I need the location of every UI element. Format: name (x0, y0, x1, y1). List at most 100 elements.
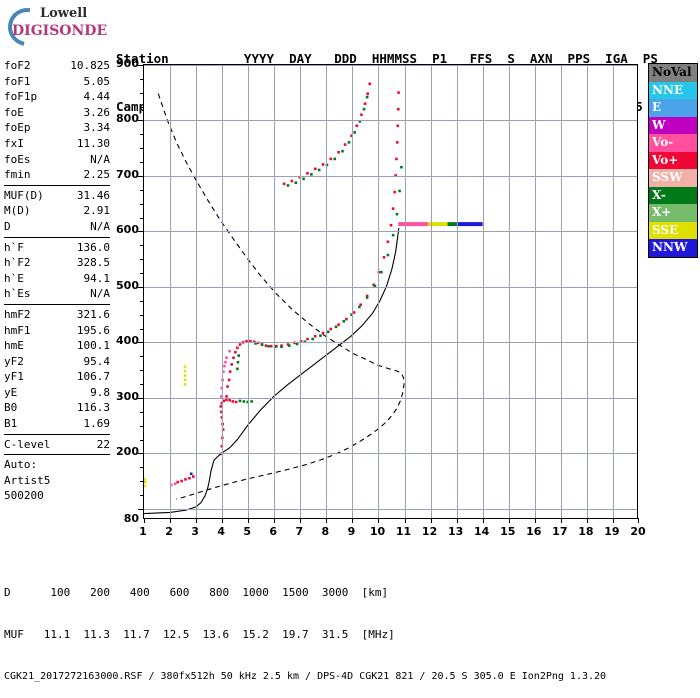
x-axis-tick (352, 518, 354, 523)
param-key: hmE (4, 339, 24, 353)
legend-item-vo-[interactable]: Vo- (649, 134, 697, 152)
param-value: 136.0 (76, 240, 110, 254)
legend-item-w[interactable]: W (649, 116, 697, 134)
legend-item-x-[interactable]: X- (649, 186, 697, 204)
y-axis-label: 500 (116, 278, 139, 292)
y-axis-tick (138, 397, 144, 399)
x-axis-label: 11 (395, 525, 412, 538)
legend-item-noval[interactable]: NoVal (649, 64, 697, 82)
param-row: h`F 136.0 (4, 240, 110, 256)
param-value: 11.30 (76, 136, 110, 150)
params-group-clevel: C-level 22 (4, 437, 110, 453)
param-value: 1.69 (83, 417, 111, 431)
params-group-frequencies: foF2 10.825 foF1 5.05 foF1p 4.44 foE 3.26 fo… (4, 58, 110, 183)
x-axis-label: 15 (500, 525, 516, 538)
param-row: yF2 95.4 (4, 354, 110, 370)
y-axis-tick (140, 217, 144, 219)
footer-file-row: CGK21_2017272163000.RSF / 380fx512h 50 k… (4, 671, 607, 682)
gridline-horizontal (144, 342, 637, 344)
y-axis-tick (138, 175, 144, 177)
y-axis-tick (140, 259, 144, 261)
param-value: N/A (90, 287, 110, 301)
param-key: B0 (4, 401, 18, 415)
x-axis-label: 17 (552, 525, 568, 538)
param-value: 2.25 (83, 168, 111, 182)
y-axis-tick (138, 231, 144, 233)
param-value: 31.46 (76, 188, 110, 202)
param-value: 3.34 (83, 121, 111, 135)
param-row: MUF(D) 31.46 (4, 188, 110, 204)
auto-label: Auto: (4, 458, 38, 472)
x-axis-tick (378, 518, 380, 523)
legend-item-x-[interactable]: X+ (649, 204, 697, 222)
y-axis-tick (140, 78, 144, 80)
param-value: 116.3 (76, 401, 110, 415)
gridline-vertical (326, 65, 328, 518)
params-auto-block: Auto: Artist5 500200 (4, 457, 110, 504)
gridline-horizontal (144, 453, 637, 455)
param-key: yE (4, 385, 18, 399)
gridline-vertical (170, 65, 172, 518)
y-axis-labels: 80 200 300 400 500 600 700 800 900 (104, 58, 139, 524)
gridline-vertical (378, 65, 380, 518)
series-vo-pink- (169, 222, 426, 487)
param-row: h`Es N/A (4, 286, 110, 302)
gridline-vertical (196, 65, 198, 518)
param-key: M(D) (4, 204, 31, 218)
y-axis-tick (140, 370, 144, 372)
param-value: 95.4 (83, 354, 111, 368)
param-row: D N/A (4, 219, 110, 235)
y-axis-tick (140, 134, 144, 136)
param-key: yF2 (4, 354, 24, 368)
y-axis-tick (138, 65, 144, 66)
param-key: h`E (4, 271, 24, 285)
y-axis-label: 200 (116, 445, 139, 459)
ionogram-plot-area[interactable] (138, 64, 639, 523)
y-axis-tick (138, 342, 144, 344)
param-row: foEs N/A (4, 152, 110, 168)
legend-item-ssw[interactable]: SSW (649, 169, 697, 187)
gridline-vertical (300, 65, 302, 518)
y-axis-tick (140, 411, 144, 413)
x-axis-tick (222, 518, 224, 523)
legend-item-nne[interactable]: NNE (649, 81, 697, 99)
series-true-height-profile-n-h- (144, 227, 400, 515)
gridline-vertical (222, 65, 224, 518)
y-axis-label: 600 (116, 223, 139, 237)
x-axis-tick (170, 518, 172, 523)
param-value: 328.5 (76, 256, 110, 270)
footer-info: D 100 200 400 600 800 1000 1500 3000 [km… (4, 558, 606, 698)
y-axis-tick (140, 481, 144, 483)
param-key: foE (4, 105, 24, 119)
legend-item-sse[interactable]: SSE (649, 221, 697, 239)
param-row: hmF2 321.6 (4, 307, 110, 323)
x-axis-label: 20 (630, 525, 646, 538)
ionogram-traces (144, 82, 483, 515)
gridline-vertical (248, 65, 250, 518)
param-key: hmF1 (4, 323, 31, 337)
param-value: 4.44 (83, 90, 111, 104)
y-axis-tick (140, 356, 144, 358)
param-row: fmin 2.25 (4, 167, 110, 183)
footer-muf-row: MUF 11.1 11.3 11.7 12.5 13.6 15.2 19.7 3… (4, 628, 395, 641)
ionospheric-parameters-panel: foF2 10.825 foF1 5.05 foF1p 4.44 foE 3.26 fo… (4, 58, 110, 504)
x-axis-label: 18 (578, 525, 594, 538)
x-axis-label: 1 (139, 525, 147, 538)
param-row: h`F2 328.5 (4, 255, 110, 271)
param-key: foF2 (4, 59, 31, 72)
param-key: fxI (4, 136, 24, 150)
y-axis-tick (140, 467, 144, 469)
x-axis-tick (482, 518, 484, 523)
x-axis-tick (248, 518, 250, 523)
param-row: foF1p 4.44 (4, 89, 110, 105)
legend-item-vo-[interactable]: Vo+ (649, 151, 697, 169)
param-key: D (4, 219, 11, 233)
y-axis-tick (140, 203, 144, 205)
legend-item-e[interactable]: E (649, 99, 697, 117)
param-row: foF2 10.825 (4, 58, 110, 74)
legend-item-nnw[interactable]: NNW (649, 239, 697, 257)
param-key: C-level (4, 437, 51, 451)
y-axis-tick (138, 286, 144, 288)
x-axis-label: 6 (269, 525, 278, 538)
param-row: B0 116.3 (4, 400, 110, 416)
